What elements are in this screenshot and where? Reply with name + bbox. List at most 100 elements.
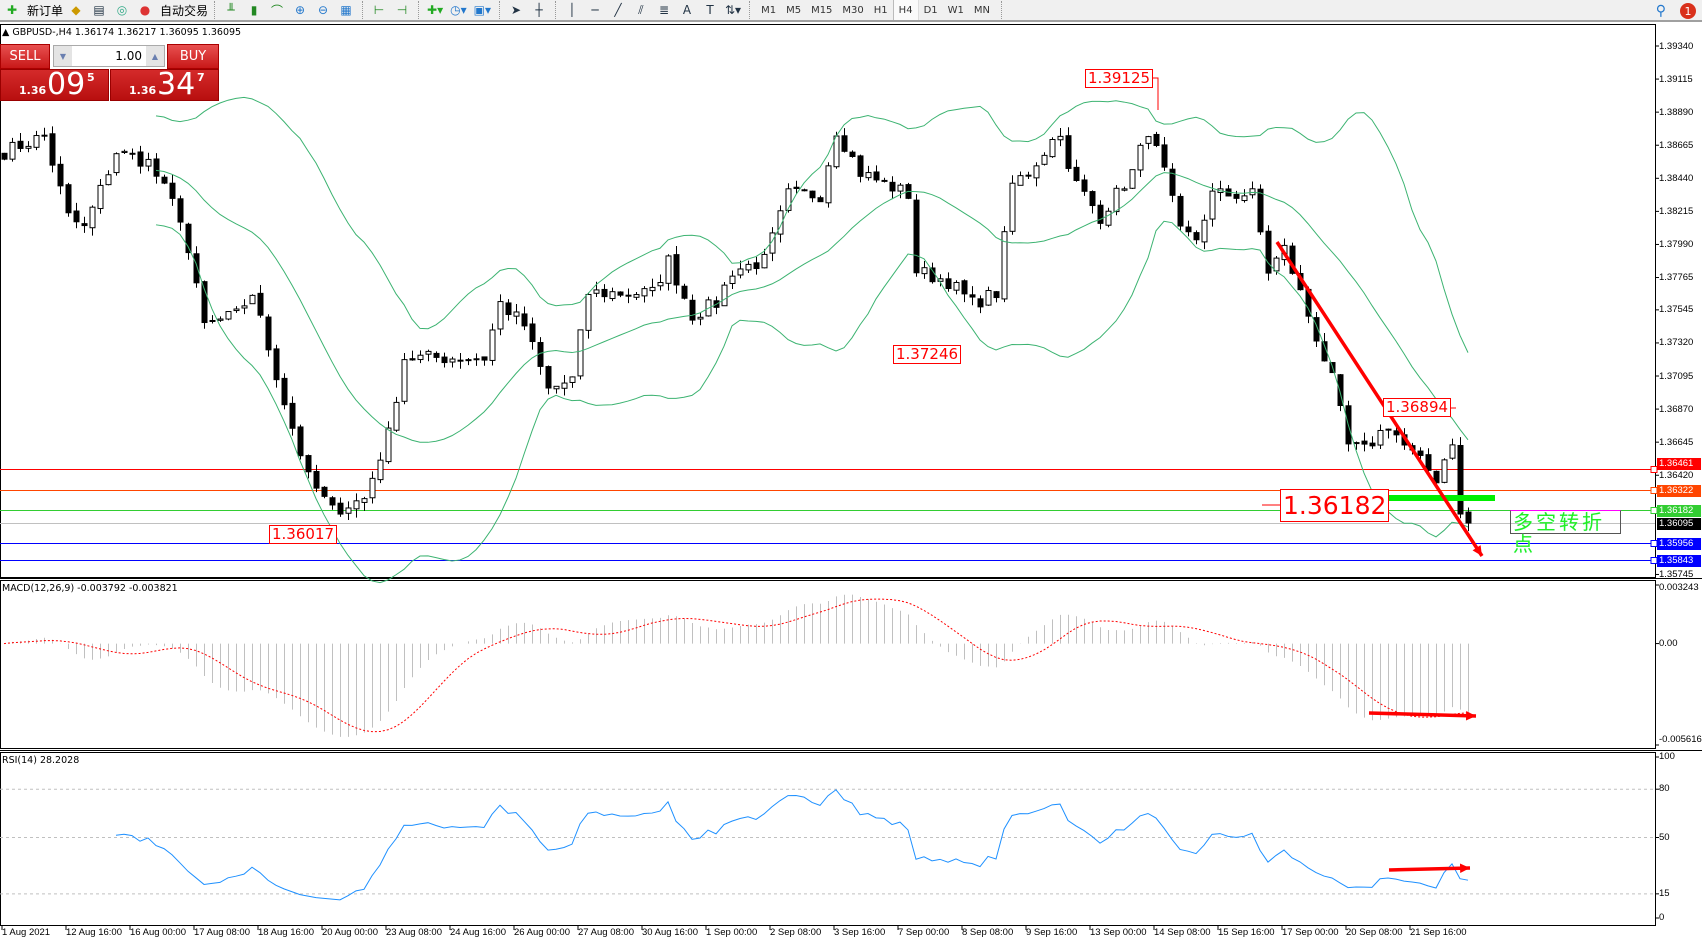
timeframe-d1[interactable]: D1 xyxy=(923,4,938,16)
candle xyxy=(497,294,504,336)
tile-windows-icon[interactable]: ▦ xyxy=(340,3,352,17)
pivot-text-box[interactable]: 多空转折点 xyxy=(1510,510,1621,555)
templates-icon[interactable]: ▣▾ xyxy=(473,3,491,17)
macd-axis-label: 0.003243 xyxy=(1659,582,1699,593)
auto-scroll-icon[interactable]: ⊢ xyxy=(373,3,385,17)
lot-size-field[interactable]: ▼ 1.00 ▲ xyxy=(53,45,165,67)
text-icon[interactable]: A xyxy=(682,3,692,17)
zoom-out-icon[interactable]: ⊖ xyxy=(318,3,329,17)
expert-icon[interactable]: ◆ xyxy=(71,3,81,17)
low-price-label[interactable]: 1.36017 xyxy=(269,525,338,544)
bull-candle-body xyxy=(777,210,784,235)
new-order-icon[interactable]: ✚ xyxy=(6,3,18,17)
candle xyxy=(121,149,128,154)
bear-candle-body xyxy=(153,158,160,177)
chart-shift-icon[interactable]: ⊣ xyxy=(396,3,408,17)
vertical-line-icon[interactable]: │ xyxy=(568,3,576,17)
bear-candle-body xyxy=(457,359,464,362)
bull-candle-body xyxy=(953,281,960,291)
bull-candle-body xyxy=(561,382,568,389)
text-label-icon[interactable]: T xyxy=(706,3,714,17)
cursor-icon[interactable]: ➤ xyxy=(510,3,522,17)
navigator-icon[interactable]: ▤ xyxy=(93,3,105,17)
bar-chart-icon[interactable]: ╨ xyxy=(227,3,235,17)
arrows-icon[interactable]: ⇅▾ xyxy=(724,3,742,17)
bear-candle-body xyxy=(849,151,856,157)
sell-price[interactable]: 1.36 09 5 xyxy=(0,67,109,102)
auto-trading-icon[interactable]: ● xyxy=(139,3,151,17)
bull-candle-body xyxy=(9,141,16,160)
crosshair-icon[interactable]: ┼ xyxy=(535,3,543,17)
candle xyxy=(769,227,776,262)
bear-candle-body xyxy=(857,155,864,177)
candle xyxy=(809,190,816,203)
candle xyxy=(241,299,248,315)
notification-badge[interactable]: 1 xyxy=(1680,3,1696,19)
lot-decrease-button[interactable]: ▼ xyxy=(54,46,72,66)
candle xyxy=(969,286,976,306)
timeframe-m1[interactable]: M1 xyxy=(761,4,777,16)
lot-value[interactable]: 1.00 xyxy=(115,49,142,63)
search-icon[interactable]: ⚲ xyxy=(1655,3,1666,19)
timeframe-mn[interactable]: MN xyxy=(973,4,990,16)
candle xyxy=(489,323,496,366)
candle xyxy=(1153,131,1160,148)
bull-candle-body xyxy=(1105,210,1112,226)
timeframe-m5[interactable]: M5 xyxy=(786,4,802,16)
new-order-button[interactable]: 新订单 xyxy=(27,3,64,18)
timeframe-h4[interactable]: H4 xyxy=(892,0,919,20)
bull-candle-body xyxy=(937,278,944,282)
candle xyxy=(9,137,16,162)
high-price-label[interactable]: 1.39125 xyxy=(1085,69,1154,88)
time-axis-label: 24 Aug 16:00 xyxy=(450,927,506,938)
lot-increase-button[interactable]: ▲ xyxy=(146,46,164,66)
candlestick-icon[interactable]: ▮ xyxy=(250,3,258,17)
bull-candle-body xyxy=(1273,257,1280,272)
candle xyxy=(449,356,456,368)
timeframe-h1[interactable]: H1 xyxy=(873,4,888,16)
timeframe-m15[interactable]: M15 xyxy=(811,4,833,16)
auto-trading-button[interactable]: 自动交易 xyxy=(160,3,209,18)
bull-candle-body xyxy=(649,286,656,292)
buy-price[interactable]: 1.36 34 7 xyxy=(110,67,219,102)
timeframe-w1[interactable]: W1 xyxy=(947,4,964,16)
bull-candle-body xyxy=(233,308,240,312)
candle xyxy=(321,486,328,499)
horizontal-line-icon[interactable]: ─ xyxy=(591,3,599,17)
time-axis-label: 20 Sep 08:00 xyxy=(1346,927,1403,938)
bull-candle-body xyxy=(377,459,384,481)
bull-candle-body xyxy=(761,253,768,269)
fibo-channel-icon[interactable]: ⫽ xyxy=(638,2,644,17)
indicators-icon[interactable]: ✚▾ xyxy=(427,3,444,17)
timeframe-m30[interactable]: M30 xyxy=(842,4,864,16)
high-price-label[interactable]: 1.36894 xyxy=(1383,398,1452,417)
bear-candle-body xyxy=(73,210,80,223)
fibonacci-icon[interactable]: ≣ xyxy=(658,3,670,17)
bull-candle-body xyxy=(113,153,120,174)
bear-candle-body xyxy=(1065,135,1072,169)
bear-candle-body xyxy=(1265,230,1272,274)
low-price-label[interactable]: 1.37246 xyxy=(893,345,962,364)
zoom-in-icon[interactable]: ⊕ xyxy=(295,3,306,17)
chart-canvas[interactable] xyxy=(0,24,1702,940)
candle xyxy=(233,306,240,313)
trendline-icon[interactable]: ╱ xyxy=(614,3,622,17)
periods-icon[interactable]: ◷▾ xyxy=(450,3,467,17)
price-axis-label: 1.37765 xyxy=(1659,272,1694,284)
bull-candle-body xyxy=(513,311,520,317)
sell-button[interactable]: SELL xyxy=(0,44,50,69)
bear-candle-body xyxy=(481,356,488,361)
candle xyxy=(169,174,176,206)
signal-icon[interactable]: ◎ xyxy=(116,3,128,17)
bear-candle-body xyxy=(137,151,144,167)
buy-button[interactable]: BUY xyxy=(167,44,219,69)
bull-candle-body xyxy=(385,427,392,463)
bear-candle-body xyxy=(265,316,272,351)
candle xyxy=(1089,190,1096,214)
candle xyxy=(1049,137,1056,158)
line-chart-icon[interactable]: ⌒ xyxy=(271,3,284,18)
pivot-price-label[interactable]: 1.36182 xyxy=(1280,489,1390,522)
bear-candle-body xyxy=(673,254,680,286)
candle xyxy=(577,329,584,380)
bear-candle-body xyxy=(1097,204,1104,224)
